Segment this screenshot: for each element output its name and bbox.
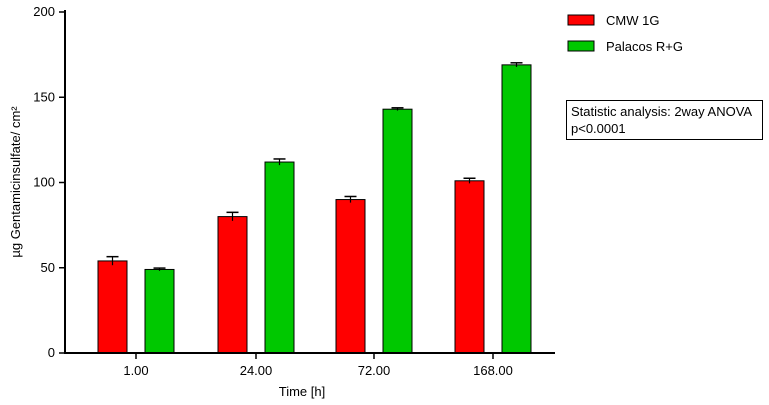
legend-label: Palacos R+G	[606, 39, 683, 54]
y-tick-label: 200	[33, 4, 55, 19]
y-axis-title: µg Gentamicinsulfate/ cm²	[8, 106, 23, 258]
bar	[501, 64, 532, 354]
x-tick-label: 168.00	[473, 363, 513, 378]
x-tick-label: 24.00	[240, 363, 273, 378]
y-tick-label: 150	[33, 89, 55, 104]
annotation-line-1: Statistic analysis: 2way ANOVA	[571, 104, 753, 119]
legend-label: CMW 1G	[606, 13, 659, 28]
statistics-annotation: Statistic analysis: 2way ANOVA p<0.0001	[566, 100, 763, 140]
bar	[264, 161, 295, 354]
bar	[335, 199, 366, 354]
y-tick-label: 0	[48, 345, 55, 360]
x-tick-label: 1.00	[123, 363, 148, 378]
x-axis-title: Time [h]	[279, 384, 325, 399]
y-tick-label: 100	[33, 175, 55, 190]
bar	[97, 260, 128, 354]
tick-layer: 0 50 100 150 200 1.00 24.00 72.00 168.00	[33, 4, 513, 378]
bar	[382, 108, 413, 354]
bar-layer	[97, 62, 532, 354]
x-tick-label: 72.00	[358, 363, 391, 378]
legend: CMW 1G Palacos R+G	[567, 13, 683, 54]
annotation-line-2: p<0.0001	[571, 121, 626, 136]
legend-swatch	[567, 14, 595, 26]
bar	[144, 268, 175, 354]
y-tick-label: 50	[41, 260, 55, 275]
legend-swatch	[567, 40, 595, 52]
bar	[217, 216, 248, 354]
bar	[454, 180, 485, 354]
